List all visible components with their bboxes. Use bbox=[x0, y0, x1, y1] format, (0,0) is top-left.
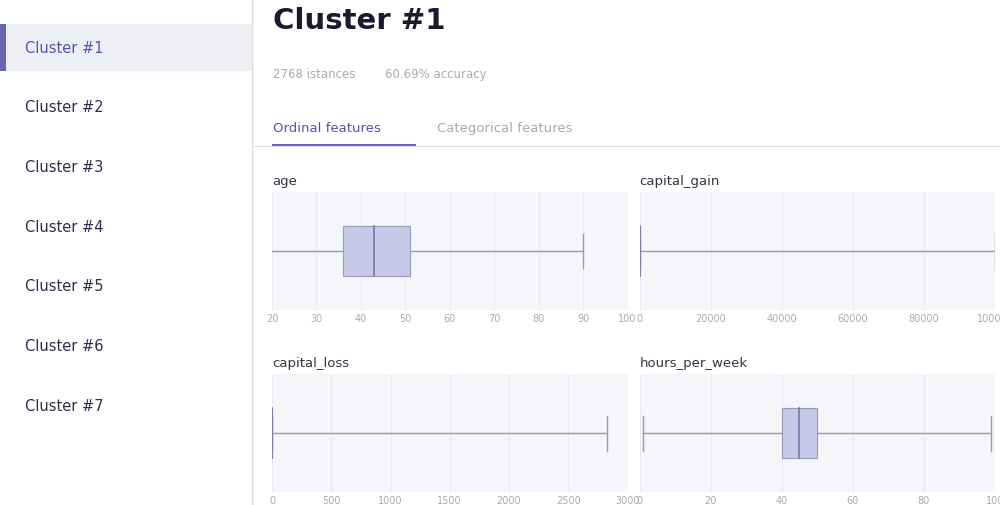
Point bbox=[408, 142, 420, 148]
Text: Cluster #1: Cluster #1 bbox=[25, 40, 104, 56]
Bar bbox=[0, 25, 6, 72]
Text: Cluster #4: Cluster #4 bbox=[25, 219, 104, 234]
Text: age: age bbox=[272, 174, 297, 187]
Text: capital_gain: capital_gain bbox=[640, 174, 720, 187]
Bar bbox=[343, 227, 410, 276]
Text: Cluster #6: Cluster #6 bbox=[25, 338, 104, 354]
Text: Cluster #1: Cluster #1 bbox=[273, 7, 445, 35]
Bar bbox=[782, 409, 817, 458]
Bar bbox=[0, 25, 252, 72]
Text: Categorical features: Categorical features bbox=[437, 122, 572, 135]
Text: hours_per_week: hours_per_week bbox=[640, 356, 748, 369]
Text: 60.69% accuracy: 60.69% accuracy bbox=[385, 68, 486, 81]
Point bbox=[267, 142, 279, 148]
Text: Cluster #5: Cluster #5 bbox=[25, 279, 104, 294]
Text: Cluster #3: Cluster #3 bbox=[25, 160, 104, 175]
Text: Cluster #7: Cluster #7 bbox=[25, 398, 104, 413]
Text: Ordinal features: Ordinal features bbox=[273, 122, 381, 135]
Text: Cluster #2: Cluster #2 bbox=[25, 100, 104, 115]
Text: capital_loss: capital_loss bbox=[272, 356, 349, 369]
Text: 2768 istances: 2768 istances bbox=[273, 68, 355, 81]
